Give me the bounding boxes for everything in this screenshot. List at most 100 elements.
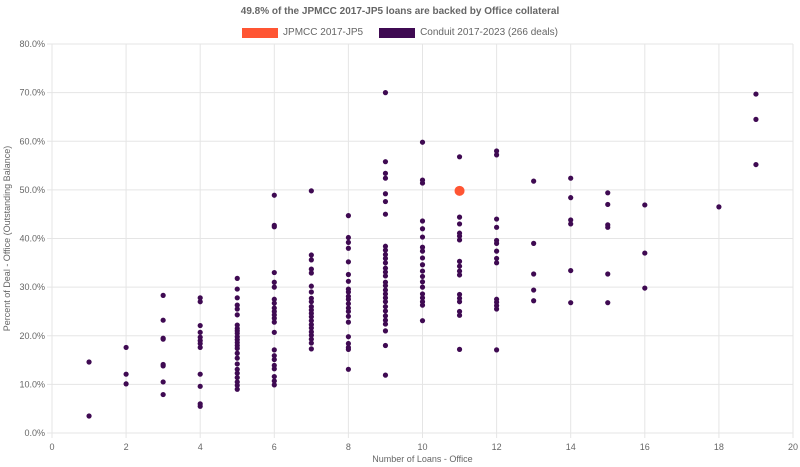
conduit-point[interactable] [419,295,426,301]
legend-item-jpmcc[interactable]: JPMCC 2017-JP5 [242,27,363,38]
conduit-point[interactable] [345,239,351,245]
conduit-point[interactable] [382,255,389,262]
conduit-point[interactable] [568,221,574,227]
conduit-point[interactable] [605,190,611,196]
conduit-point[interactable] [86,413,92,419]
conduit-point[interactable] [382,287,389,293]
conduit-point[interactable] [271,347,277,353]
jpmcc-point[interactable] [454,185,465,196]
conduit-point[interactable] [197,383,203,389]
conduit-point[interactable] [456,214,463,220]
conduit-point[interactable] [271,224,277,230]
conduit-point[interactable] [197,344,203,351]
conduit-point[interactable] [308,266,314,272]
conduit-point[interactable] [382,260,389,266]
conduit-point[interactable] [197,371,203,377]
conduit-point[interactable] [308,336,314,342]
conduit-point[interactable] [382,372,389,378]
conduit-point[interactable] [382,175,389,181]
conduit-point[interactable] [382,283,389,289]
conduit-point[interactable] [531,240,537,246]
conduit-point[interactable] [382,191,389,197]
conduit-point[interactable] [382,308,389,314]
conduit-point[interactable] [642,202,648,208]
conduit-point[interactable] [345,308,351,315]
conduit-point[interactable] [382,247,389,253]
conduit-point[interactable] [123,381,129,387]
conduit-point[interactable] [197,340,203,347]
conduit-point[interactable] [345,313,351,319]
conduit-point[interactable] [197,295,203,301]
conduit-point[interactable] [197,299,203,305]
conduit-point[interactable] [271,192,277,198]
conduit-point[interactable] [382,342,389,349]
conduit-point[interactable] [308,332,314,338]
conduit-point[interactable] [271,378,277,384]
conduit-point[interactable] [456,233,463,239]
conduit-point[interactable] [271,279,277,285]
conduit-point[interactable] [345,271,351,278]
legend-item-conduit[interactable]: Conduit 2017-2023 (266 deals) [379,27,558,38]
conduit-point[interactable] [456,258,463,264]
conduit-point[interactable] [419,279,426,285]
conduit-point[interactable] [308,252,314,258]
conduit-point[interactable] [271,284,277,290]
conduit-point[interactable] [86,359,92,365]
conduit-point[interactable] [308,314,314,320]
conduit-point[interactable] [160,336,166,342]
conduit-point[interactable] [605,300,611,306]
conduit-point[interactable] [419,262,426,268]
conduit-point[interactable] [308,318,314,324]
conduit-point[interactable] [271,373,277,380]
conduit-point[interactable] [382,211,389,217]
conduit-point[interactable] [234,374,240,381]
conduit-point[interactable] [234,355,240,361]
conduit-point[interactable] [494,248,500,254]
conduit-point[interactable] [160,292,166,298]
conduit-point[interactable] [271,269,277,276]
conduit-point[interactable] [308,270,314,276]
conduit-point[interactable] [382,317,389,323]
conduit-point[interactable] [197,322,203,329]
conduit-point[interactable] [345,296,351,302]
conduit-point[interactable] [271,300,277,306]
conduit-point[interactable] [345,334,351,340]
conduit-point[interactable] [419,318,426,324]
conduit-point[interactable] [382,299,389,305]
conduit-point[interactable] [345,259,351,265]
conduit-point[interactable] [568,300,574,306]
conduit-point[interactable] [345,213,351,219]
conduit-point[interactable] [382,291,389,297]
conduit-point[interactable] [531,271,537,277]
conduit-point[interactable] [494,306,500,312]
conduit-point[interactable] [234,275,240,281]
conduit-point[interactable] [160,317,166,323]
conduit-point[interactable] [419,273,426,280]
conduit-point[interactable] [419,180,426,186]
conduit-point[interactable] [271,319,277,325]
conduit-point[interactable] [419,291,426,297]
conduit-point[interactable] [234,312,240,318]
conduit-point[interactable] [345,366,351,372]
conduit-point[interactable] [234,306,240,312]
conduit-point[interactable] [382,313,389,319]
conduit-point[interactable] [419,226,426,232]
conduit-point[interactable] [753,91,759,97]
conduit-point[interactable] [605,224,611,230]
conduit-point[interactable] [234,382,240,388]
conduit-point[interactable] [419,139,426,145]
conduit-point[interactable] [234,345,240,351]
conduit-point[interactable] [456,154,463,160]
conduit-point[interactable] [345,346,351,352]
conduit-point[interactable] [382,303,389,310]
conduit-point[interactable] [494,260,500,266]
conduit-point[interactable] [382,269,389,275]
conduit-point[interactable] [456,272,463,278]
conduit-point[interactable] [568,217,574,223]
conduit-point[interactable] [456,299,463,305]
conduit-point[interactable] [456,291,463,298]
conduit-point[interactable] [605,201,611,208]
conduit-point[interactable] [382,198,389,205]
conduit-point[interactable] [271,296,277,302]
conduit-point[interactable] [456,221,463,227]
